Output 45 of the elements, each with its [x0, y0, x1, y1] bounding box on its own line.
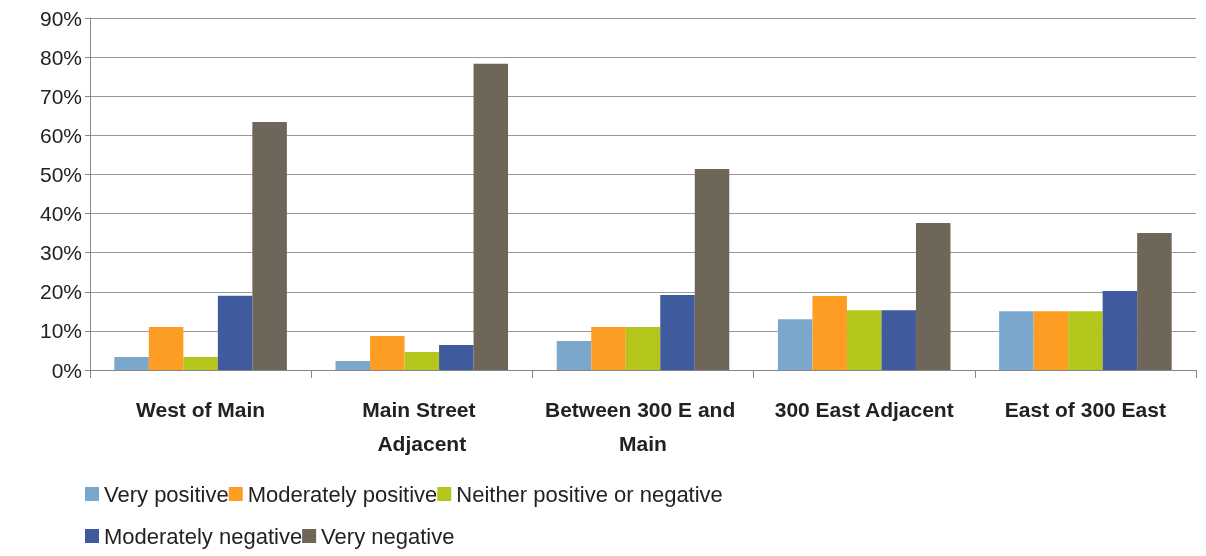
y-tick-label: 50%	[39, 162, 82, 186]
bar	[694, 168, 730, 370]
bar	[846, 310, 882, 370]
bar	[1137, 233, 1172, 370]
bar	[915, 222, 951, 370]
bar	[999, 311, 1034, 370]
bar	[812, 296, 847, 370]
legend-label: Very positive	[104, 481, 229, 507]
x-tick-label: Main Street Adjacent	[362, 397, 482, 455]
bar	[1102, 291, 1138, 370]
bar	[404, 352, 440, 370]
bar	[473, 63, 509, 370]
bar	[335, 361, 371, 370]
legend-label: Very negative	[321, 523, 455, 549]
bar	[591, 326, 626, 370]
bar	[114, 357, 149, 370]
y-tick-label: 60%	[39, 123, 82, 147]
y-tick-label: 70%	[39, 84, 82, 108]
bar	[1068, 311, 1103, 370]
x-tick-label: East of 300 East	[1004, 397, 1166, 421]
y-tick-label: 10%	[39, 319, 82, 343]
bar	[439, 344, 474, 370]
x-tick-label: 300 East Adjacent	[774, 397, 954, 421]
bar	[1033, 311, 1069, 370]
bar	[556, 341, 592, 370]
bar	[625, 326, 661, 370]
y-tick-label: 20%	[39, 280, 82, 304]
bar	[148, 326, 184, 370]
bar	[881, 310, 916, 370]
bar	[252, 122, 287, 370]
bar	[777, 319, 813, 370]
bar	[660, 294, 695, 370]
y-tick-label: 0%	[51, 358, 82, 382]
y-tick-label: 90%	[39, 6, 82, 30]
legend-label: Neither positive or negative	[456, 481, 723, 507]
x-tick-label: West of Main	[136, 397, 266, 421]
bar	[370, 335, 405, 370]
bar	[217, 295, 253, 370]
legend-label: Moderately negative	[104, 523, 303, 549]
bar	[183, 357, 218, 370]
y-tick-label: 40%	[39, 202, 82, 226]
x-tick-label: Between 300 E and Main	[544, 397, 742, 455]
legend-label: Moderately positive	[247, 481, 438, 507]
y-tick-label: 80%	[39, 45, 82, 69]
y-tick-label: 30%	[39, 241, 82, 265]
